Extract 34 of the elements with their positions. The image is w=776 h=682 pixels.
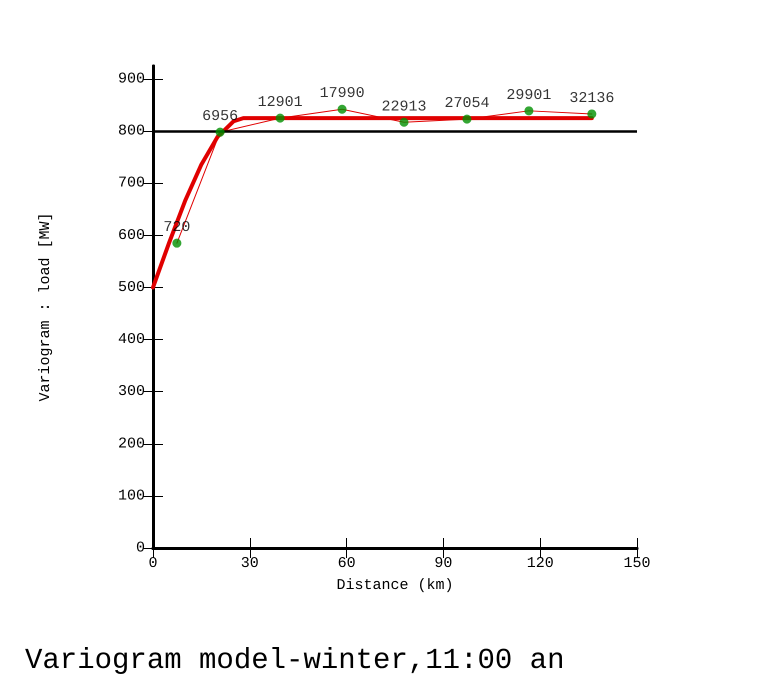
- point: [338, 104, 347, 114]
- annotation: 29901: [506, 86, 552, 104]
- x-tick-label: 150: [623, 555, 651, 572]
- y-tick-label: 500: [118, 278, 145, 296]
- y-tick-label: 400: [118, 331, 145, 348]
- point: [172, 238, 182, 248]
- y-tick-label: 600: [118, 226, 145, 244]
- y-tick-label: 300: [118, 383, 145, 400]
- annotation: 6956: [202, 108, 238, 126]
- text: Variogram model-winter,11:00 an: [25, 644, 564, 677]
- point: [462, 114, 472, 124]
- y-tick-label: 100: [118, 487, 145, 504]
- x-axis-title: Distance (km): [336, 577, 454, 594]
- x-tick-label: 90: [434, 555, 452, 572]
- y-tick-label: 800: [118, 122, 145, 140]
- y-tick-label: 900: [118, 70, 145, 88]
- y-tick-label: 200: [118, 435, 145, 452]
- x-tick-label: 0: [148, 555, 158, 572]
- annotation: 32136: [569, 90, 614, 107]
- point: [276, 114, 285, 123]
- point: [587, 109, 596, 118]
- annotation: 17990: [320, 85, 365, 102]
- y-tick-label: 700: [118, 174, 145, 192]
- point: [216, 128, 225, 137]
- annotation: 27054: [444, 95, 490, 112]
- point: [400, 118, 409, 127]
- y-axis-title: Variogram : load [MW]: [37, 212, 54, 402]
- x-tick-label: 120: [526, 555, 554, 572]
- y-tick-label: 0: [136, 540, 145, 556]
- x-tick-label: 60: [338, 555, 356, 572]
- x-tick-label: 30: [240, 555, 259, 572]
- annotation: 22913: [382, 98, 427, 116]
- point: [524, 106, 534, 116]
- annotation: 12901: [258, 94, 303, 112]
